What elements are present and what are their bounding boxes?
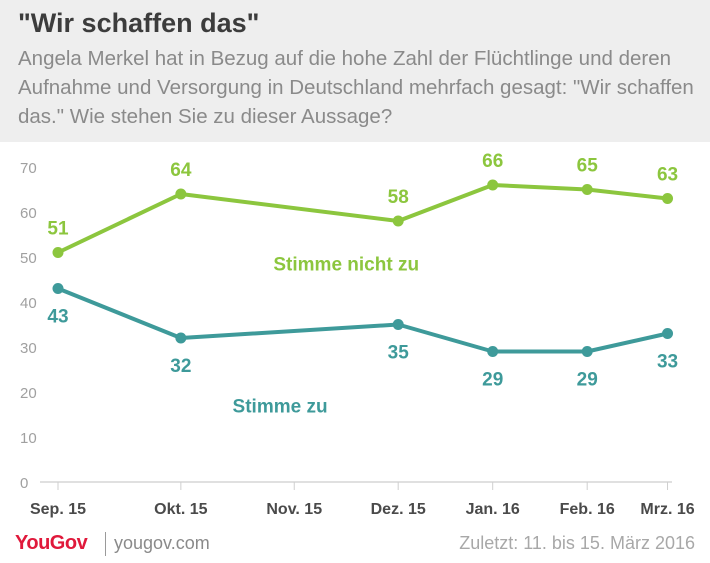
x-tick-label: Jan. 16 bbox=[466, 501, 520, 518]
y-tick-label: 10 bbox=[20, 430, 37, 447]
data-label: 63 bbox=[657, 165, 678, 186]
data-label: 64 bbox=[170, 160, 192, 181]
data-label: 66 bbox=[482, 151, 503, 172]
series-name-label: Stimme zu bbox=[233, 396, 328, 417]
series-name-label: Stimme nicht zu bbox=[273, 255, 419, 276]
chart-title: "Wir schaffen das" bbox=[18, 8, 260, 38]
data-point bbox=[662, 328, 674, 339]
chart-subtitle: Angela Merkel hat in Bezug auf die hohe … bbox=[18, 47, 694, 128]
data-point bbox=[52, 283, 64, 294]
data-point bbox=[487, 179, 499, 191]
y-tick-label: 70 bbox=[20, 160, 37, 177]
data-point bbox=[392, 215, 404, 227]
yougov-logo: YouGov bbox=[15, 532, 88, 554]
series-line bbox=[57, 183, 668, 255]
x-tick-label: Dez. 15 bbox=[371, 501, 426, 518]
data-label: 35 bbox=[388, 343, 410, 364]
footer-site: yougov.com bbox=[114, 533, 210, 553]
y-axis: 0 10 20 30 40 50 60 70 bbox=[20, 160, 37, 492]
header-panel: "Wir schaffen das" Angela Merkel hat in … bbox=[0, 0, 710, 142]
series-layer: 51 64 58 66 65 63 43 32 35 29 29 33 Stimme nicht zu S… bbox=[47, 151, 678, 417]
data-label: 58 bbox=[388, 187, 409, 208]
data-point bbox=[392, 319, 404, 330]
y-tick-label: 30 bbox=[20, 340, 37, 357]
x-tick-label: Sep. 15 bbox=[30, 501, 86, 518]
y-tick-label: 40 bbox=[20, 295, 37, 312]
data-point bbox=[175, 332, 187, 344]
y-tick-label: 20 bbox=[20, 385, 37, 402]
data-point bbox=[581, 184, 593, 195]
data-point bbox=[581, 346, 593, 357]
data-label: 65 bbox=[577, 156, 599, 177]
x-tick-label: Feb. 16 bbox=[560, 501, 615, 518]
data-label: 32 bbox=[170, 356, 191, 377]
x-tick-label: Mrz. 16 bbox=[640, 501, 694, 518]
data-label: 29 bbox=[577, 370, 598, 391]
data-label: 33 bbox=[657, 352, 678, 373]
data-label: 29 bbox=[482, 370, 503, 391]
data-label: 51 bbox=[47, 219, 69, 240]
footer-divider bbox=[105, 532, 106, 556]
y-tick-label: 50 bbox=[20, 250, 37, 267]
data-point bbox=[52, 247, 64, 258]
y-tick-label: 0 bbox=[20, 475, 28, 492]
x-tick-label: Okt. 15 bbox=[154, 501, 207, 518]
line-chart: 0 10 20 30 40 50 60 70 Sep. 15 Okt. 15 Nov. 15 Dez… bbox=[20, 151, 695, 518]
x-tick-label: Nov. 15 bbox=[266, 501, 322, 518]
y-tick-label: 60 bbox=[20, 205, 37, 222]
data-point bbox=[487, 346, 499, 357]
data-point bbox=[662, 193, 674, 204]
data-point bbox=[175, 188, 187, 200]
footer-date: Zuletzt: 11. bis 15. März 2016 bbox=[459, 533, 695, 553]
series-line bbox=[57, 286, 668, 354]
data-label: 43 bbox=[47, 307, 68, 328]
x-axis: Sep. 15 Okt. 15 Nov. 15 Dez. 15 Jan. 16 Feb. … bbox=[30, 481, 695, 518]
